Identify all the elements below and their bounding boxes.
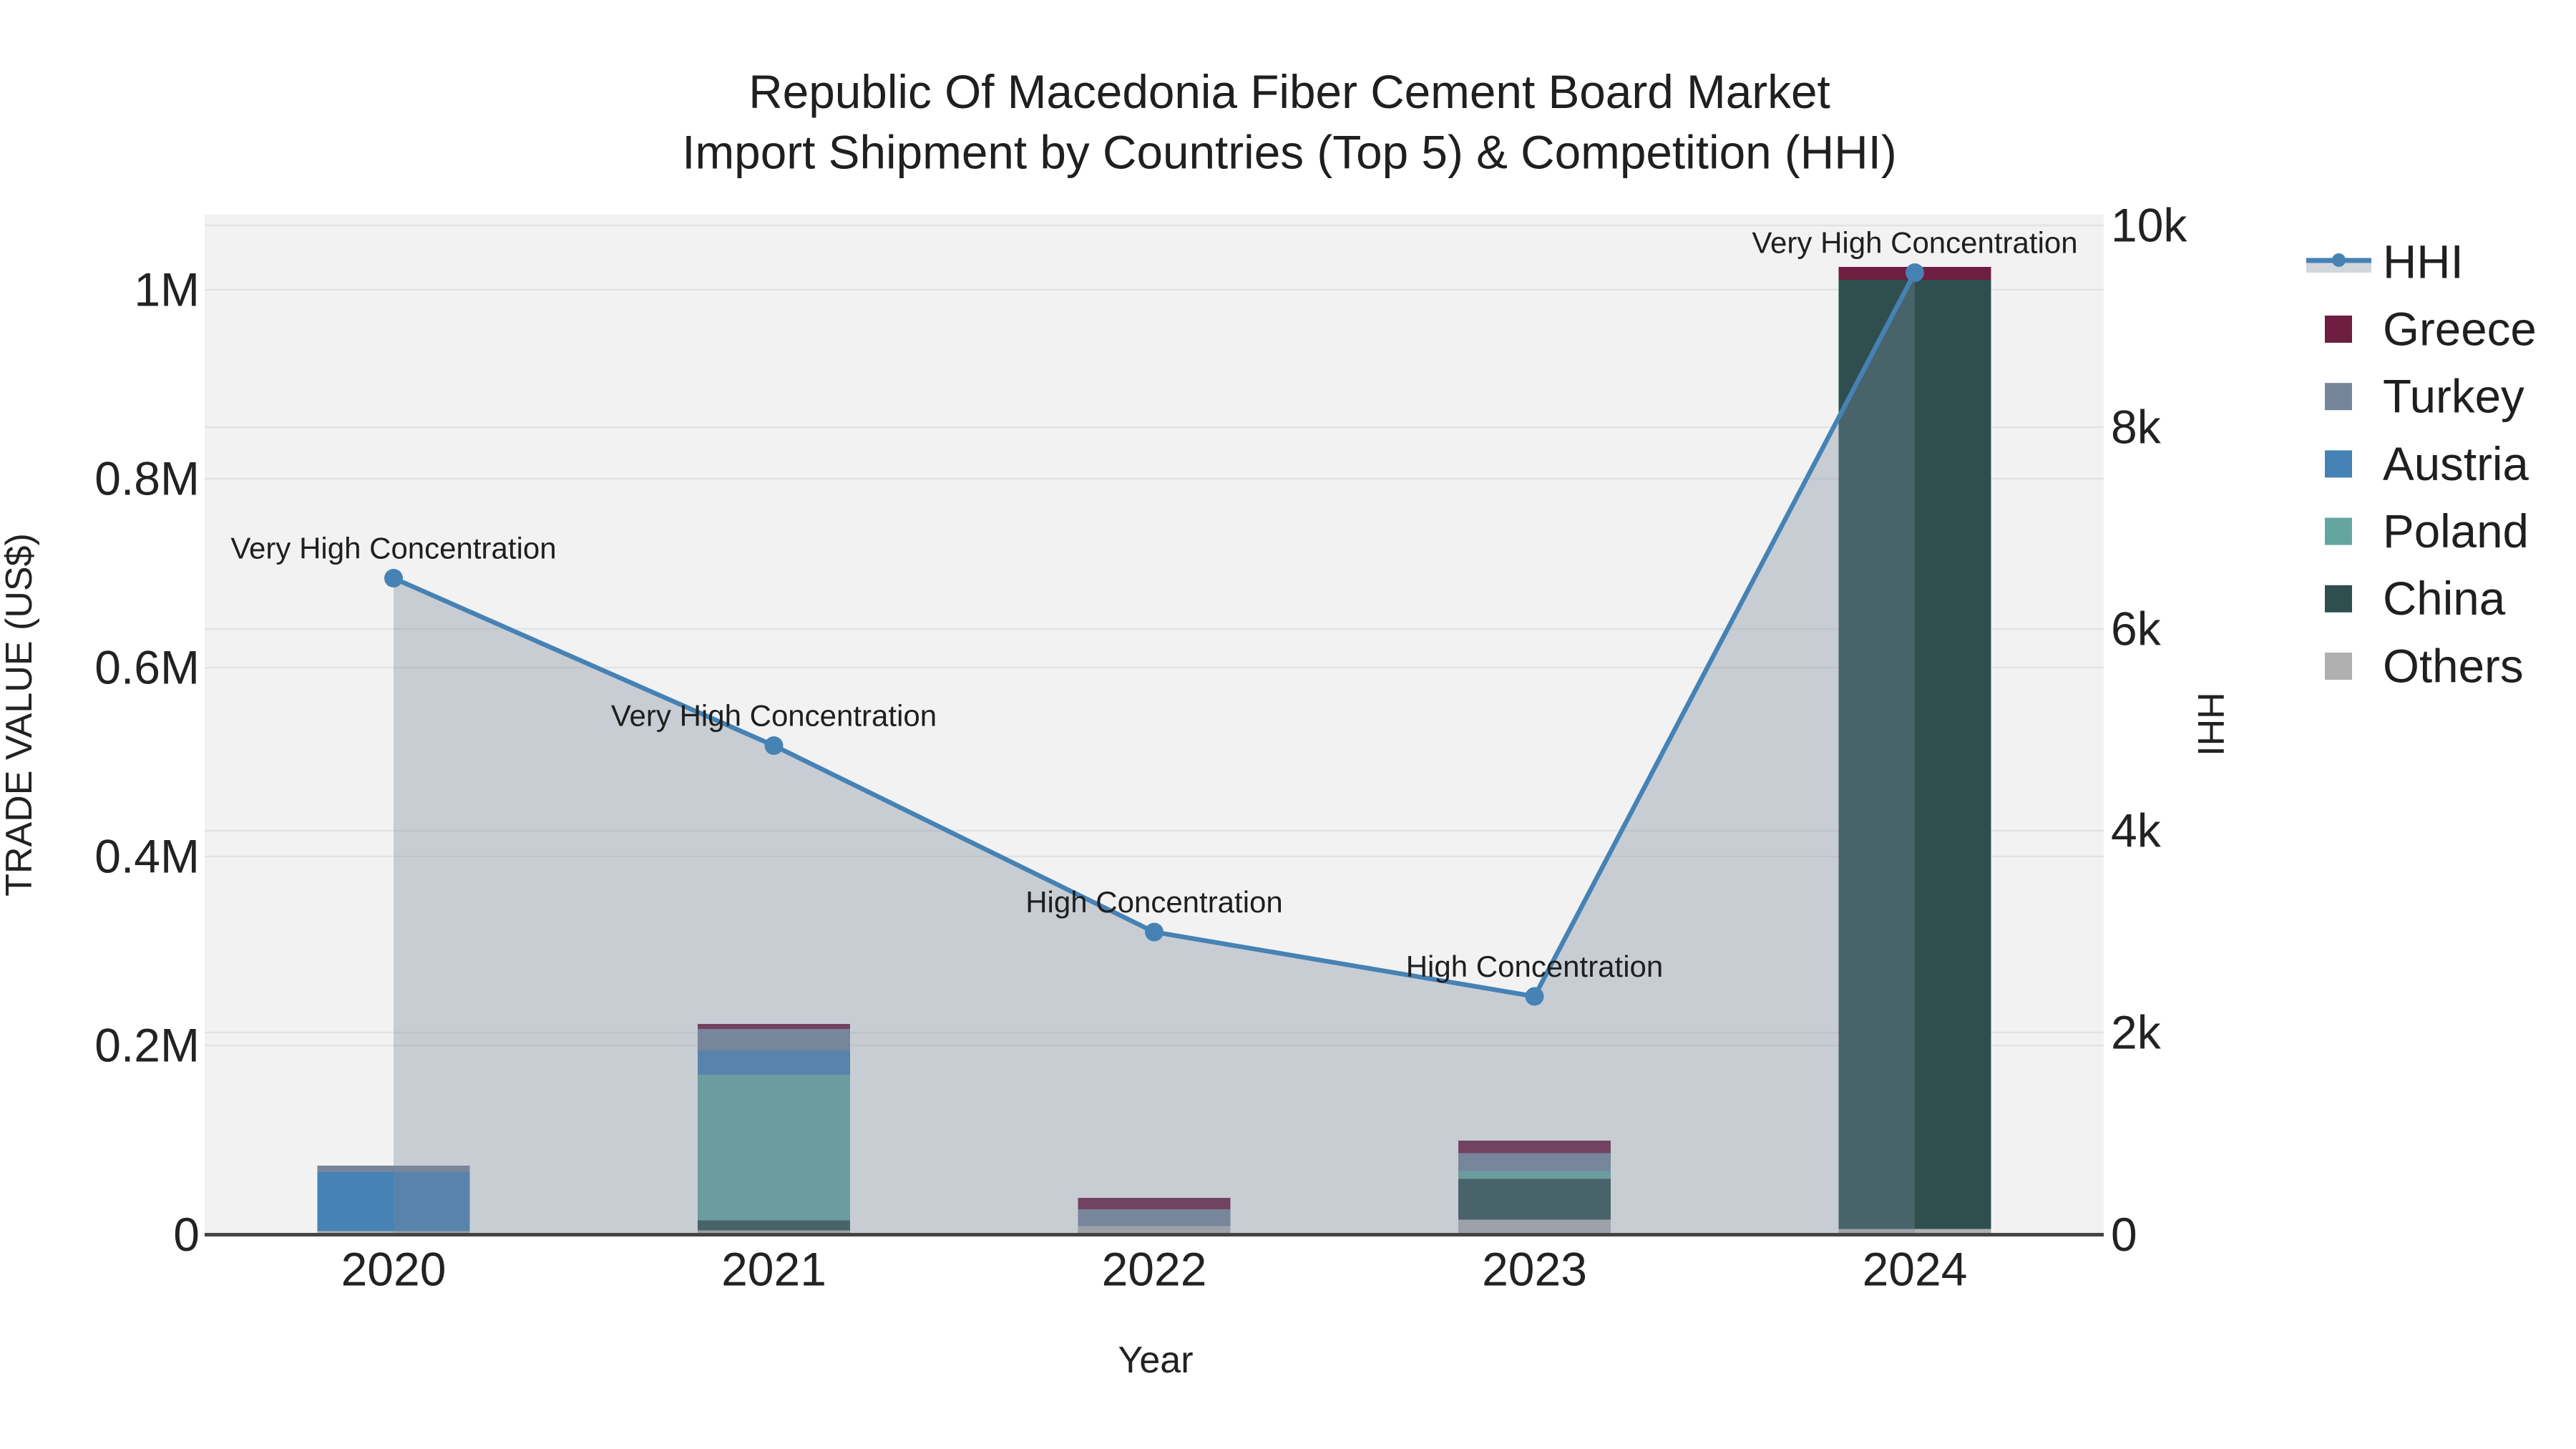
svg-text:2020: 2020 — [341, 1243, 447, 1296]
svg-text:2k: 2k — [2111, 1006, 2162, 1059]
svg-text:10k: 10k — [2111, 199, 2187, 252]
svg-text:China: China — [2383, 572, 2506, 625]
svg-text:2024: 2024 — [1863, 1243, 1968, 1296]
svg-text:0.2M: 0.2M — [94, 1019, 200, 1072]
svg-text:Very High Concentration: Very High Concentration — [230, 532, 556, 565]
svg-text:0: 0 — [2111, 1208, 2137, 1261]
svg-text:Austria: Austria — [2383, 438, 2529, 490]
svg-text:4k: 4k — [2111, 804, 2162, 857]
svg-text:HHI: HHI — [2383, 235, 2464, 288]
svg-text:0.8M: 0.8M — [94, 452, 200, 505]
svg-text:Others: Others — [2383, 640, 2524, 692]
svg-text:2023: 2023 — [1482, 1243, 1587, 1296]
svg-text:8k: 8k — [2111, 401, 2162, 454]
svg-text:HHI: HHI — [2190, 692, 2231, 756]
svg-text:2021: 2021 — [721, 1243, 826, 1296]
svg-text:High Concentration: High Concentration — [1025, 885, 1283, 919]
svg-text:6k: 6k — [2111, 602, 2162, 655]
svg-text:Republic Of Macedonia Fiber Ce: Republic Of Macedonia Fiber Cement Board… — [748, 66, 1830, 118]
svg-text:Poland: Poland — [2383, 505, 2529, 557]
svg-text:Very High Concentration: Very High Concentration — [1752, 226, 2077, 260]
svg-text:0: 0 — [173, 1208, 200, 1261]
svg-text:Turkey: Turkey — [2383, 371, 2524, 423]
svg-text:2022: 2022 — [1102, 1243, 1207, 1296]
svg-text:Very High Concentration: Very High Concentration — [611, 699, 937, 733]
svg-text:0.6M: 0.6M — [94, 641, 200, 694]
svg-text:0.4M: 0.4M — [94, 830, 200, 883]
svg-text:1M: 1M — [134, 263, 200, 316]
svg-text:Greece: Greece — [2383, 303, 2537, 355]
svg-text:High Concentration: High Concentration — [1406, 950, 1664, 983]
svg-text:TRADE VALUE (US$): TRADE VALUE (US$) — [0, 533, 40, 897]
svg-text:Year: Year — [1118, 1340, 1193, 1381]
svg-text:Import Shipment by Countries (: Import Shipment by Countries (Top 5) & C… — [682, 127, 1897, 179]
